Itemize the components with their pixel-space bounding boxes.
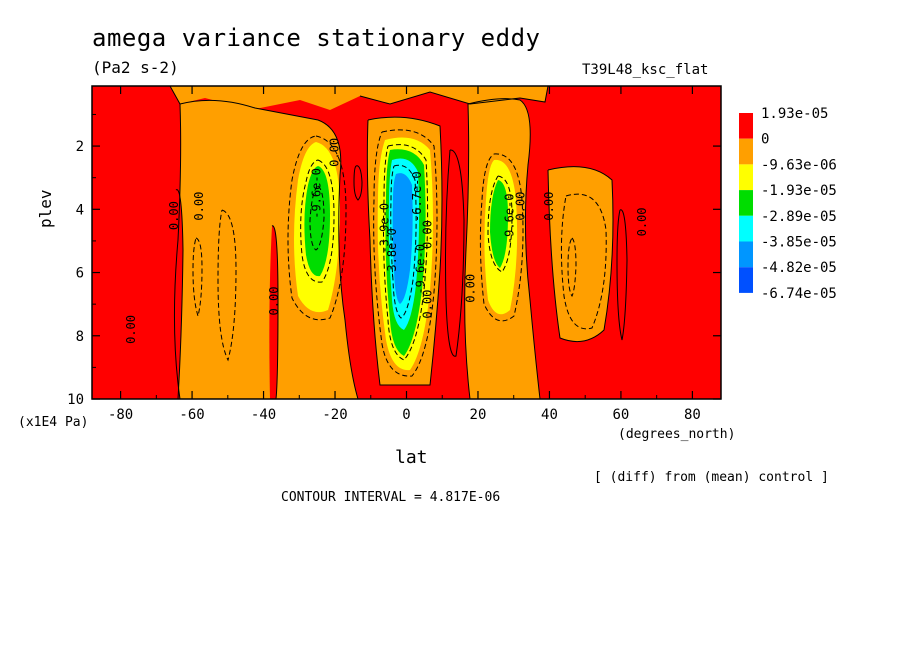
x-tick-label: 80 — [684, 407, 701, 423]
contour-zero-left — [173, 103, 182, 399]
x-tick-label: -40 — [251, 407, 276, 423]
contour-neg-sh-inner — [300, 159, 335, 283]
x-tick-label: -20 — [322, 407, 347, 423]
y-axis-label: plev — [36, 189, 55, 228]
y-tick-label: 4 — [76, 202, 84, 218]
y-tick-label: 6 — [76, 266, 84, 282]
contour-zero-nh-left — [464, 103, 471, 399]
x-tick-label: -80 — [108, 407, 133, 423]
contour-pos-eq-ridge — [445, 149, 465, 357]
legend-label: -9.63e-06 — [761, 157, 837, 173]
contour-interval: CONTOUR INTERVAL = 4.817E-06 — [281, 490, 501, 505]
contour-neg-eq-inner — [390, 164, 417, 319]
contour-label: 0.00 — [192, 192, 206, 221]
contour-label: 0.00 — [513, 192, 527, 221]
contour-line-layer — [169, 86, 628, 399]
contour-neg-sh-outer — [287, 135, 347, 321]
contour-label: 0.00 — [421, 290, 435, 319]
contour-neg-weak-nh2 — [567, 237, 577, 297]
x-tick-label: 40 — [541, 407, 558, 423]
legend-swatch — [739, 164, 753, 191]
contour-label: -9.6e-0 — [413, 244, 427, 295]
contour-label: 0.00 — [124, 315, 138, 344]
chart-subtitle: (Pa2 s-2) — [92, 58, 179, 77]
contour-label-layer: 0.000.00 0.000.00-9.6e-00.00-3.9e-0-3.8e-… — [124, 138, 649, 344]
y-axis: 2 4 6 8 10 — [67, 113, 721, 408]
legend-label: -6.74e-05 — [761, 286, 837, 302]
contour-neg-eq-outer — [373, 129, 438, 377]
run-name: T39L48_ksc_flat — [582, 62, 709, 78]
legend-label: -1.93e-05 — [761, 183, 837, 199]
contour-label: -3.9e-0 — [378, 203, 392, 254]
legend-label: 0 — [761, 132, 769, 148]
contour-pos-thin-40s — [271, 225, 279, 399]
contour-fill-layer — [92, 86, 721, 399]
contour-neg-weak-nh1 — [560, 193, 607, 330]
contour-pos-thin-nh — [616, 209, 628, 341]
region-orange-far-nh — [548, 166, 613, 342]
x-axis: -80 -60 -40 -20 0 20 40 60 80 — [108, 86, 701, 423]
contour-label: -9.6e-0 — [310, 168, 324, 219]
chart-title: amega variance stationary eddy — [92, 24, 541, 52]
legend-label: -4.82e-05 — [761, 260, 837, 276]
legend-swatch — [739, 138, 753, 165]
contour-zero-far-nh — [547, 166, 614, 343]
contour-label: -6.7e-0 — [410, 171, 424, 222]
contour-label: -3.8e-0 — [385, 228, 399, 279]
legend-swatch — [739, 113, 753, 139]
y-axis-units: (x1E4 Pa) — [18, 415, 89, 430]
contour-neg-weak-sh1 — [217, 209, 237, 362]
contour-pos-thin-sh — [175, 189, 184, 399]
x-tick-label: 20 — [470, 407, 487, 423]
region-green-sh — [304, 166, 330, 277]
contour-label: 0.00 — [463, 274, 477, 303]
contour-neg-eq-mid — [383, 144, 429, 361]
y-tick-label: 10 — [67, 392, 84, 408]
contour-label: 0.00 — [542, 192, 556, 221]
contour-zero-top — [179, 99, 359, 399]
contour-zero-top-band — [169, 86, 549, 105]
y-tick-label: 2 — [76, 139, 84, 155]
contour-label: 0.00 — [267, 287, 281, 316]
contour-pos-sh-cell — [353, 165, 363, 201]
x-axis-units: (degrees_north) — [618, 427, 736, 442]
color-legend: 1.93e-05 0 -9.63e-06 -1.93e-05 -2.89e-05 -3.8… — [739, 106, 837, 302]
contour-neg-nh-outer — [479, 153, 524, 322]
legend-label: 1.93e-05 — [761, 106, 828, 122]
contour-label: 0.00 — [421, 220, 435, 249]
x-tick-label: 0 — [402, 407, 410, 423]
legend-label: -2.89e-05 — [761, 209, 837, 225]
legend-swatch — [739, 215, 753, 242]
x-tick-label: -60 — [179, 407, 204, 423]
region-red-strip-40s — [269, 225, 278, 399]
contour-label: -9.6e-0 — [503, 193, 517, 244]
contour-neg-nh-inner — [487, 175, 513, 273]
x-axis-label: lat — [395, 447, 428, 468]
contour-label: 0.00 — [635, 207, 649, 236]
region-blue-eq — [392, 173, 413, 304]
y-tick-label: 8 — [76, 329, 84, 345]
legend-swatch — [739, 190, 753, 216]
legend-swatch — [739, 267, 753, 293]
contour-zero-eq — [366, 116, 443, 386]
legend-swatch — [739, 241, 753, 268]
diff-note: [ (diff) from (mean) control ] — [594, 470, 829, 485]
x-tick-label: 60 — [613, 407, 630, 423]
contour-label: 0.00 — [328, 138, 342, 167]
region-orange-top — [170, 86, 548, 110]
contour-label: 0.00 — [167, 201, 181, 230]
contour-neg-sh-core — [309, 185, 325, 251]
legend-label: -3.85e-05 — [761, 235, 837, 251]
region-green-nh — [490, 180, 508, 268]
contour-neg-weak-sh2 — [192, 237, 203, 318]
